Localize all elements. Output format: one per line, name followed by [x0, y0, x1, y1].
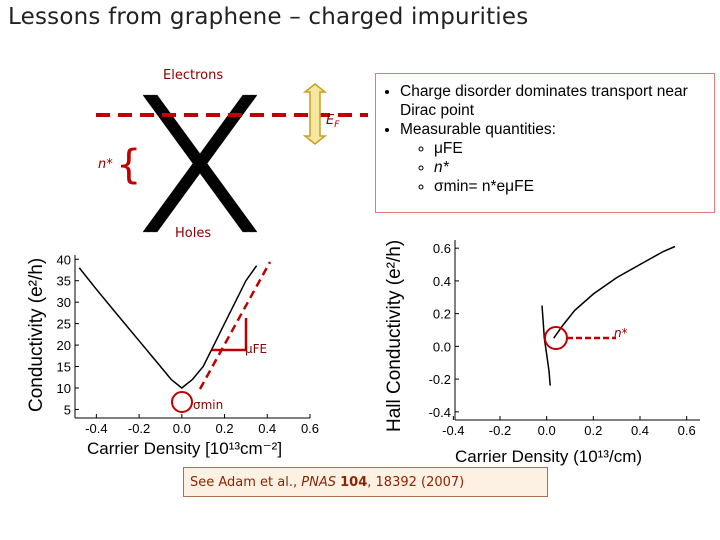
- fermi-arrow-icon: [302, 83, 328, 145]
- hall-curve-positive: [553, 245, 676, 339]
- cone-line: [145, 94, 247, 233]
- holes-label: Holes: [175, 226, 211, 241]
- bullet-charge-disorder: Charge disorder dominates transport near…: [400, 82, 708, 120]
- dirac-cone-diagram: Electrons EF n* { Holes: [96, 68, 368, 241]
- conductivity-curve: [78, 265, 258, 389]
- x-tick-label: -0.4: [442, 423, 464, 438]
- cone-line: [142, 94, 244, 233]
- y-tick-label: 15: [57, 360, 71, 375]
- right-x-label: Carrier Density (10¹³/cm): [455, 447, 642, 466]
- y-tick-label: 30: [57, 295, 71, 310]
- y-tick-label: 20: [57, 338, 71, 353]
- y-tick-label: 0.4: [433, 274, 451, 289]
- y-tick-label: 35: [57, 274, 71, 289]
- y-tick-label: -0.4: [429, 405, 451, 420]
- cone-lines: [142, 94, 258, 233]
- mu-fe-label: μFE: [245, 342, 267, 356]
- y-tick-label: 10: [57, 381, 71, 396]
- x-tick-label: 0.2: [216, 421, 234, 436]
- y-tick-label: 0.2: [433, 307, 451, 322]
- citation-journal: PNAS: [301, 475, 336, 490]
- x-tick-label: 0.0: [173, 421, 191, 436]
- x-tick-label: 0.6: [678, 423, 696, 438]
- citation-pages: , 18392 (2007): [367, 475, 465, 490]
- y-tick-label: 40: [57, 252, 71, 267]
- citation: See Adam et al., PNAS 104, 18392 (2007): [183, 467, 548, 497]
- bullet-measurable: Measurable quantities:: [400, 120, 708, 139]
- left-y-label: Conductivity (e²/h): [26, 258, 47, 412]
- mobility-fit-line: [198, 261, 272, 390]
- cone-line: [146, 94, 248, 233]
- bullet-box: Charge disorder dominates transport near…: [375, 73, 715, 213]
- citation-prefix: See Adam et al.,: [190, 475, 302, 490]
- citation-volume: 104: [340, 475, 368, 490]
- cone-line: [152, 94, 254, 233]
- right-ticks: -0.4 -0.2 0.0 0.2 0.4 0.6 0.6 0.4 0.2 0.0 -0.2 -0.4: [429, 241, 696, 438]
- x-tick-label: -0.2: [128, 421, 150, 436]
- y-tick-label: 25: [57, 317, 71, 332]
- nstar-label-cone: n*: [98, 157, 113, 172]
- ef-label: EF: [326, 113, 340, 130]
- left-ticks: -0.4 -0.2 0.0 0.2 0.4 0.6 5 10 15 20 25 30 35 40: [57, 252, 320, 436]
- right-plot: -0.4 -0.2 0.0 0.2 0.4 0.60.60.40.20.0-0.2-0.4…: [384, 240, 700, 466]
- cone-line: [151, 94, 253, 233]
- x-tick-label: 0.4: [258, 421, 276, 436]
- cone-line: [153, 94, 255, 233]
- sigma-min-marker: [171, 391, 193, 413]
- hall-curve-negative: [541, 305, 551, 386]
- sigma-min-label: σmin: [193, 398, 223, 412]
- left-x-label: Carrier Density [10¹³cm⁻²]: [87, 439, 282, 458]
- cone-line: [147, 94, 249, 233]
- electrons-label: Electrons: [163, 68, 223, 83]
- slide-title: Lessons from graphene – charged impuriti…: [8, 4, 529, 30]
- y-tick-label: -0.2: [429, 372, 451, 387]
- cone-line: [144, 94, 246, 233]
- y-tick-label: 0.6: [433, 241, 451, 256]
- y-tick-label: 0.0: [433, 339, 451, 354]
- cone-line: [154, 94, 256, 233]
- slope-triangle: [212, 318, 248, 352]
- right-y-label: Hall Conductivity (e²/h): [384, 240, 405, 432]
- y-tick-label: 5: [64, 402, 71, 417]
- sub-bullet-sigma-min: σmin= n*eμFE: [434, 177, 708, 196]
- nstar-label-plot: n*: [614, 326, 628, 340]
- sub-bullet-mobility: μFE: [434, 139, 708, 158]
- nstar-marker: [544, 326, 568, 350]
- cone-line: [150, 94, 252, 233]
- x-tick-label: 0.2: [584, 423, 602, 438]
- x-tick-label: 0.6: [301, 421, 319, 436]
- cone-line: [148, 94, 250, 233]
- cone-line: [156, 94, 258, 233]
- x-tick-label: 0.0: [538, 423, 556, 438]
- x-tick-label: -0.2: [489, 423, 511, 438]
- brace-icon: {: [116, 142, 141, 188]
- x-tick-label: 0.4: [631, 423, 649, 438]
- x-tick-label: -0.4: [85, 421, 107, 436]
- sub-bullet-nstar: n*: [434, 158, 708, 177]
